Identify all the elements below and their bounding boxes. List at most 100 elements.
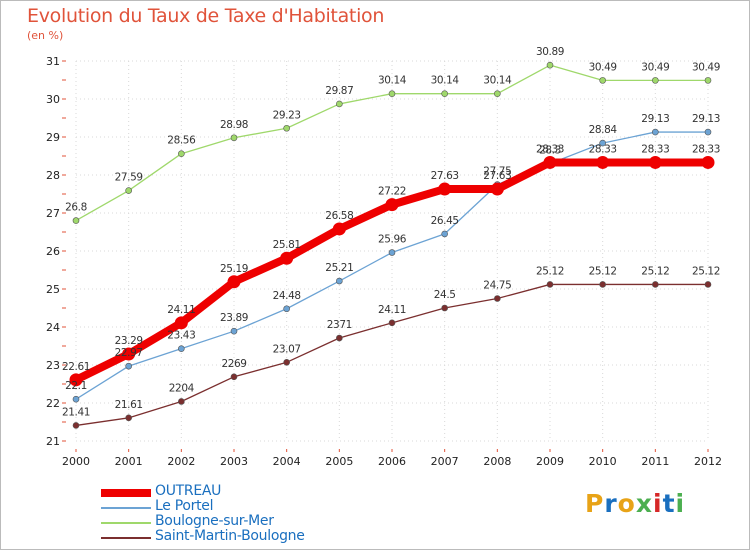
x-tick-label: 2001 [115,455,143,468]
data-point [125,187,132,194]
data-label: 24.11 [167,304,195,316]
data-label: 28.98 [220,119,248,131]
data-point [283,305,290,313]
data-point [125,362,132,370]
logo-letter: i [675,489,686,518]
data-point [490,182,504,196]
data-label: 22.61 [62,361,90,373]
data-point [72,217,80,224]
logo-letter: r [604,489,618,518]
data-point [283,124,290,132]
data-label: 30.49 [692,61,720,73]
y-tick-label: 26 [46,245,60,258]
data-label: 27.63 [431,170,459,182]
data-point [546,61,554,69]
data-point [72,422,80,429]
data-label: 30.14 [378,75,407,87]
x-tick-label: 2007 [431,455,459,468]
data-point [178,150,185,158]
data-point [332,222,346,236]
data-label: 23.43 [167,330,195,342]
data-label: 25.12 [589,265,617,277]
data-label: 30.89 [536,46,564,58]
legend-swatch [101,537,151,539]
x-tick-label: 2009 [536,455,564,468]
y-tick-label: 30 [46,93,60,106]
unit-label: (en %) [27,29,64,42]
data-label: 2371 [327,319,352,331]
data-point [494,90,501,97]
data-label: 24.5 [434,289,456,301]
data-label: 30.14 [483,75,512,87]
x-tick-label: 2003 [220,455,248,468]
data-label: 29.87 [325,85,353,97]
data-label: 21.61 [115,399,143,411]
y-tick-label: 24 [46,321,60,334]
data-label: 30.14 [431,75,460,87]
data-label: 23.29 [115,335,143,347]
data-point [599,281,606,288]
data-label: 24.75 [483,280,511,292]
data-label: 27.22 [378,186,406,198]
data-point [388,249,396,256]
x-tick-label: 2000 [62,455,90,468]
x-tick-label: 2004 [273,455,301,468]
logo-letter: P [585,489,605,518]
data-point [596,155,610,169]
x-tick-label: 2011 [641,455,669,468]
legend-label: Boulogne-sur-Mer [155,513,274,529]
x-tick-label: 2002 [167,455,195,468]
data-label: 28.84 [589,124,618,136]
x-tick-label: 2012 [694,455,722,468]
data-label: 28.33 [536,143,564,155]
data-label: 29.23 [273,109,301,121]
series-layer [69,61,715,429]
y-tick-label: 27 [46,207,60,220]
data-point [174,316,188,330]
data-label: 22.97 [115,347,143,359]
logo-letter: i [653,489,663,518]
legend-label: Le Portel [155,498,214,514]
data-labels: 22.61 23.29 24.11 25.19 25.81 26.58 27.22 27.63… [62,46,720,418]
data-point [441,304,448,312]
data-point [652,77,659,84]
data-label: 28.33 [692,143,720,155]
data-label: 29.13 [641,113,669,125]
data-label: 23.89 [220,312,248,324]
data-point [543,155,557,169]
x-tick-label: 2005 [325,455,353,468]
logo-letter: t [662,489,676,518]
data-label: 26.58 [325,210,353,222]
data-point [280,251,294,265]
y-tick-label: 28 [46,169,60,182]
data-point [441,230,448,238]
data-label: 25.12 [641,265,669,277]
data-label: 22.1 [65,380,87,392]
legend-label: OUTREAU [155,483,222,499]
data-label: 24.48 [273,290,301,302]
data-label: 27.63 [483,170,511,182]
y-tick-label: 22 [46,397,60,410]
data-label: 27.59 [115,172,143,184]
data-label: 28.33 [641,143,669,155]
axes: 21 22 23 24 25 26 27 28 29 30 31 2000 2001 2002 2003 20… [46,55,722,468]
data-point [178,398,185,405]
data-label: 27.75 [483,166,511,178]
y-tick-label: 31 [46,55,60,68]
data-point [652,281,659,288]
data-point [648,155,662,169]
data-point [701,155,715,169]
data-label: 25.96 [378,234,407,246]
data-label: 2204 [169,382,195,394]
data-label: 28.33 [589,143,617,155]
data-point [438,182,452,196]
data-point [441,90,448,97]
data-point [283,359,290,366]
data-label: 26.45 [431,215,459,227]
x-tick-label: 2008 [483,455,511,468]
data-label: 30.49 [589,61,617,73]
data-label: 25.19 [220,263,248,275]
data-point [227,275,241,289]
